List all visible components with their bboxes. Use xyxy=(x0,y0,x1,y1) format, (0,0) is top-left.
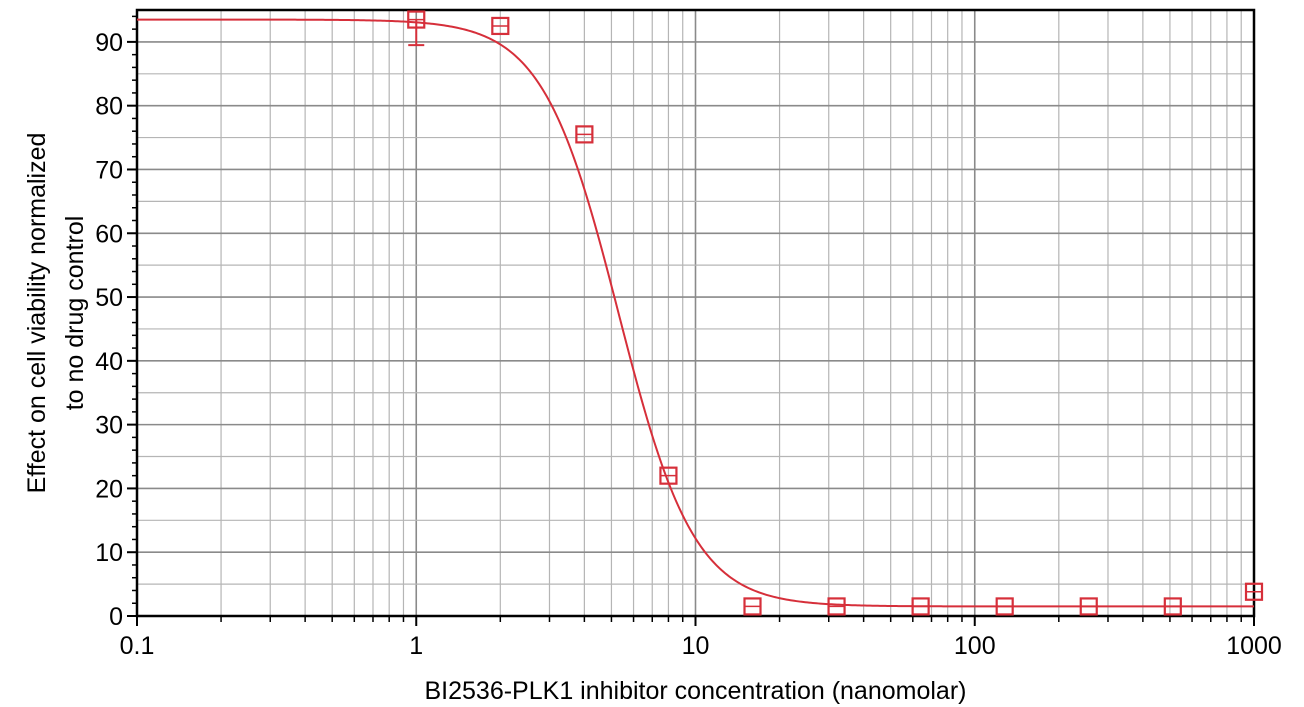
y-tick-label: 10 xyxy=(95,539,123,567)
axis-ticks xyxy=(127,15,1255,626)
x-tick-label: 0.1 xyxy=(120,632,155,660)
x-tick-label: 100 xyxy=(954,632,996,660)
y-tick-label: 70 xyxy=(95,156,123,184)
data-markers xyxy=(407,10,1264,616)
x-tick-label: 1000 xyxy=(1226,632,1282,660)
y-tick-label: 90 xyxy=(95,29,123,57)
y-tick-label: 0 xyxy=(109,603,123,631)
fit-curve xyxy=(137,18,1254,608)
y-tick-label: 40 xyxy=(95,348,123,376)
y-tick-label: 30 xyxy=(95,412,123,440)
y-tick-labels: 0 10 20 30 40 50 60 70 80 90 xyxy=(95,29,123,631)
x-tick-label: 10 xyxy=(682,632,710,660)
x-tick-labels: 0.1 1 10 100 1000 xyxy=(120,632,1282,660)
y-tick-label: 50 xyxy=(95,284,123,312)
y-tick-label: 20 xyxy=(95,475,123,503)
grid-lines xyxy=(136,9,1254,617)
y-tick-label: 80 xyxy=(95,93,123,121)
y-tick-label: 60 xyxy=(95,220,123,248)
x-axis-title: BI2536-PLK1 inhibitor concentration (nan… xyxy=(425,677,967,705)
x-tick-label: 1 xyxy=(409,632,423,660)
y-axis-title-line-2: to no drug control xyxy=(61,216,89,411)
y-axis-title-line-1: Effect on cell viability normalized xyxy=(23,133,51,494)
